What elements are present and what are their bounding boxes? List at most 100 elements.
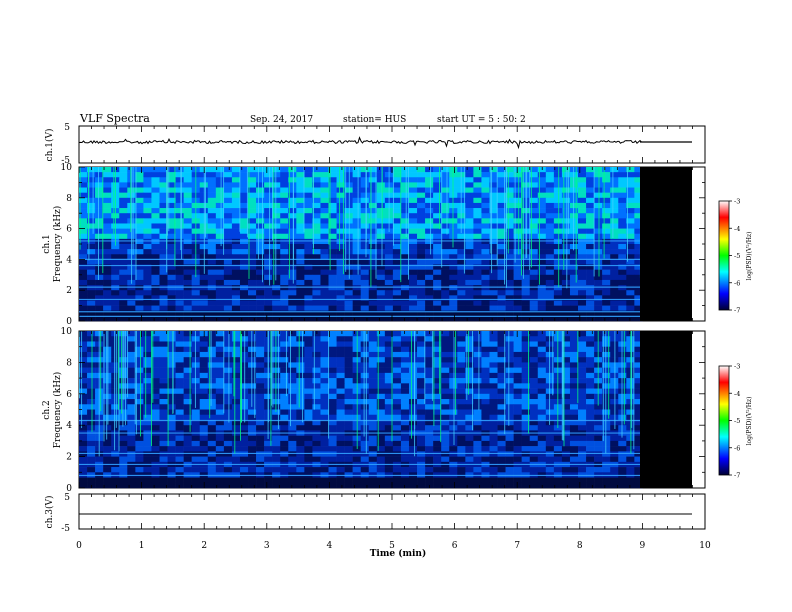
- spectrogram-cell: [143, 285, 152, 291]
- spectrogram-cell: [465, 435, 474, 442]
- spectrogram-cell: [328, 192, 337, 199]
- spectrogram-cell: [545, 269, 555, 276]
- spectrogram-cell: [497, 295, 506, 301]
- spectrogram-cell: [135, 477, 144, 484]
- spectrogram-cell: [489, 233, 498, 240]
- spectrogram-cell: [87, 223, 96, 229]
- spectrogram-cell: [521, 477, 531, 484]
- spectrogram-cell: [103, 362, 112, 368]
- spectrogram-cell: [296, 238, 305, 245]
- spectrogram-cell: [175, 223, 184, 229]
- spectrogram-cell: [248, 409, 257, 416]
- spectrogram-cell: [368, 213, 378, 219]
- spectrogram-cell: [578, 393, 587, 400]
- spectrogram-cell: [352, 238, 361, 245]
- spectrogram-cell: [433, 177, 442, 183]
- spectrogram-cell: [127, 285, 136, 291]
- spectrogram-cell: [183, 300, 192, 306]
- spectrogram-cell: [489, 336, 498, 342]
- spectrogram-cell: [376, 456, 386, 463]
- spectrogram-cell: [127, 477, 136, 484]
- spectrogram-cell: [505, 192, 514, 199]
- spectrogram-cell: [626, 177, 635, 183]
- spectrogram-cell: [473, 208, 482, 214]
- spectrogram-cell: [634, 362, 643, 368]
- spectrogram-cell: [175, 244, 184, 250]
- spectrogram-cell: [159, 419, 168, 426]
- spectrogram-cell: [95, 187, 104, 193]
- spectrogram-cell: [360, 310, 370, 317]
- spectrogram-cell: [529, 362, 539, 368]
- spectrogram-cell: [215, 167, 225, 173]
- spectrogram-cell: [191, 477, 201, 484]
- spectrogram-cell: [586, 228, 595, 235]
- spectrogram-cell: [473, 435, 482, 442]
- spectrogram-cell: [368, 378, 378, 384]
- spectrogram-cell: [111, 451, 120, 457]
- spectrogram-cell: [320, 435, 329, 442]
- spectrogram-cell: [465, 285, 474, 291]
- spectrogram-cell: [79, 172, 88, 178]
- spectrogram-cell: [578, 244, 587, 250]
- spectrogram-cell: [425, 202, 434, 209]
- spectrogram-cell: [328, 167, 337, 173]
- spectrogram-cell: [465, 172, 474, 178]
- spectrogram-cell: [175, 404, 184, 410]
- spectrogram-cell: [433, 187, 442, 193]
- spectrogram-cell: [376, 172, 386, 178]
- spectrogram-cell: [578, 409, 587, 416]
- spectrogram-cell: [449, 482, 458, 489]
- spectrogram-cell: [441, 213, 450, 219]
- spectrogram-cell: [610, 208, 619, 214]
- spectrogram-cell: [239, 351, 249, 358]
- spectrogram-cell: [417, 341, 426, 347]
- spectrogram-cell: [296, 202, 305, 209]
- spectrogram-cell: [296, 213, 305, 219]
- spectrogram-cell: [578, 388, 587, 395]
- spectrogram-cell: [143, 223, 152, 229]
- spectrogram-cell: [151, 310, 160, 317]
- spectrogram-cell: [408, 414, 418, 421]
- spectrogram-cell: [594, 167, 603, 173]
- spectrogram-cell: [320, 482, 329, 489]
- spectrogram-cell: [449, 351, 458, 358]
- spectrogram-cell: [191, 451, 201, 457]
- spectrogram-cell: [304, 244, 313, 250]
- spectrogram-cell: [239, 259, 249, 265]
- spectrogram-cell: [610, 167, 619, 173]
- spectrogram-cell: [360, 451, 370, 457]
- spectrogram-cell: [264, 228, 273, 235]
- spectrogram-cell: [441, 192, 450, 199]
- spectrogram-cell: [489, 223, 498, 229]
- spectrogram-cell: [175, 233, 184, 240]
- spectrogram-cell: [248, 192, 257, 199]
- spectrogram-cell: [489, 482, 498, 489]
- spectrogram-cell: [561, 425, 571, 431]
- spectrogram-cell: [569, 346, 579, 353]
- spectrogram-cell: [312, 367, 321, 374]
- spectrogram-cell: [537, 182, 547, 188]
- spectrogram-cell: [417, 367, 426, 374]
- spectrogram-cell: [400, 279, 410, 286]
- spectrogram-cell: [336, 331, 345, 337]
- spectrogram-cell: [207, 357, 217, 363]
- spectrogram-cell: [521, 336, 531, 342]
- spectrogram-cell: [433, 440, 442, 447]
- spectrogram-cell: [87, 372, 96, 379]
- spectrogram-cell: [336, 305, 345, 312]
- spectrogram-cell: [569, 467, 579, 473]
- spectrogram-cell: [175, 172, 184, 178]
- spectrogram-cell: [288, 197, 297, 204]
- spectrogram-cell: [175, 331, 184, 337]
- spectrogram-cell: [231, 409, 241, 416]
- spectrogram-cell: [473, 202, 482, 209]
- spectrogram-cell: [400, 213, 410, 219]
- spectrogram-cell: [602, 425, 611, 431]
- spectrogram-cell: [433, 269, 442, 276]
- spectrogram-cell: [529, 223, 539, 229]
- spectrogram-cell: [586, 341, 595, 347]
- spectrogram-cell: [392, 213, 402, 219]
- spectrogram-cell: [223, 351, 233, 358]
- spectrogram-cell: [296, 192, 305, 199]
- spectrogram-cell: [320, 202, 329, 209]
